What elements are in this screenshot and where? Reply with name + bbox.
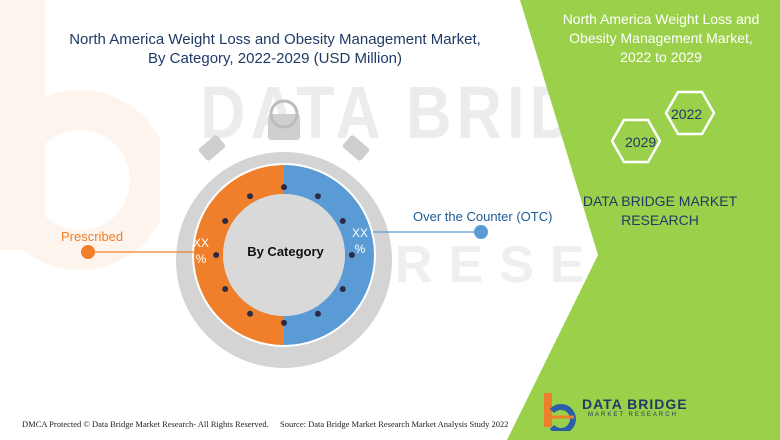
side-panel-brand: DATA BRIDGE MARKET RESEARCH <box>560 192 760 230</box>
donut-slice-prescribed <box>193 164 284 346</box>
year-hexagons-icon <box>610 90 716 164</box>
slice-value-label-prescribed: XX % <box>190 235 212 267</box>
dial-tick-dot <box>222 218 229 225</box>
dial-tick-dot <box>339 218 346 225</box>
slice-value-prescribed-line1: XX <box>192 236 209 250</box>
donut-slice-otc <box>284 164 375 346</box>
side-panel-title-line3: 2022 to 2029 <box>620 49 702 65</box>
dial-tick-dot <box>281 319 287 326</box>
data-bridge-logo-icon <box>544 393 576 431</box>
donut-center-label: By Category <box>247 244 324 259</box>
dial-tick-dot <box>222 285 229 292</box>
side-panel-brand-line1: DATA BRIDGE MARKET <box>582 193 738 209</box>
chart-title: North America Weight Loss and Obesity Ma… <box>40 30 510 68</box>
dial-tick-dot <box>348 252 355 258</box>
stopwatch-side-buttons <box>198 135 370 161</box>
logo-tagline: MARKET RESEARCH <box>588 412 678 418</box>
stopwatch-ring <box>269 99 299 129</box>
otc-marker-dot <box>474 225 488 239</box>
year-2022-label: 2022 <box>671 106 703 122</box>
dial-tick-dot <box>213 252 220 258</box>
legend-label-prescribed: Prescribed <box>61 229 124 244</box>
dial-tick-dot <box>339 285 346 292</box>
side-panel-title-line2: Obesity Management Market, <box>569 30 753 46</box>
side-panel-title-line1: North America Weight Loss and <box>562 11 760 27</box>
footer-source: Source: Data Bridge Market Research Mark… <box>280 419 509 429</box>
footer-copyright: DMCA Protected © Data Bridge Market Rese… <box>22 419 269 429</box>
prescribed-marker-dot <box>81 245 95 259</box>
logo-name: DATA BRIDGE <box>582 396 688 412</box>
dial-tick-dot <box>247 193 254 200</box>
chart-title-line2: By Category, 2022-2029 (USD Million) <box>148 50 402 67</box>
chart-title-line1: North America Weight Loss and Obesity Ma… <box>69 31 481 48</box>
slice-value-otc-line1: XX <box>351 226 368 240</box>
legend-label-otc: Over the Counter (OTC) <box>413 209 553 224</box>
year-2029-label: 2029 <box>625 134 657 150</box>
slice-value-otc-line2: % <box>354 242 366 256</box>
dial-tick-dot <box>281 184 287 191</box>
donut-outer-edge <box>192 163 376 347</box>
dial-tick-dot <box>247 310 254 317</box>
side-panel-title: North America Weight Loss and Obesity Ma… <box>548 10 774 67</box>
dial-tick-dot <box>314 310 321 317</box>
watermark-logo-icon <box>0 0 160 270</box>
donut-hole <box>223 194 345 316</box>
slice-value-prescribed-line2: % <box>195 252 207 266</box>
dial-tick-dot <box>314 193 321 200</box>
side-panel-brand-line2: RESEARCH <box>621 212 699 228</box>
slice-value-label-otc: XX % <box>349 225 371 257</box>
